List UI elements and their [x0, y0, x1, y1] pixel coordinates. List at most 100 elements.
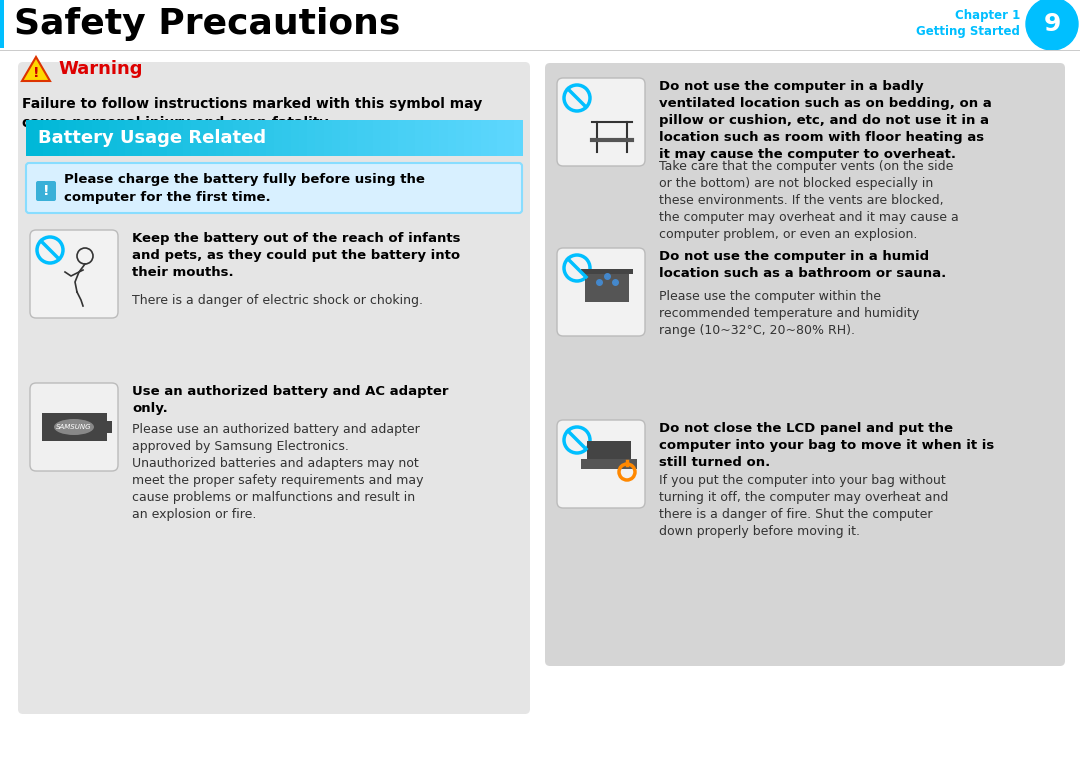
Bar	[175, 120, 184, 156]
Text: Use an authorized battery and AC adapter
only.: Use an authorized battery and AC adapter…	[132, 385, 448, 415]
Bar	[100, 120, 109, 156]
Bar	[481, 120, 489, 156]
Circle shape	[1026, 0, 1078, 50]
Bar	[207, 120, 217, 156]
Bar	[249, 120, 258, 156]
Bar	[67, 120, 77, 156]
Bar	[109, 120, 118, 156]
FancyBboxPatch shape	[36, 181, 56, 201]
Bar	[35, 120, 43, 156]
Bar	[191, 120, 201, 156]
Bar	[456, 120, 464, 156]
Bar	[307, 120, 316, 156]
Bar	[315, 120, 324, 156]
Bar	[92, 120, 102, 156]
FancyBboxPatch shape	[557, 248, 645, 336]
Text: Do not close the LCD panel and put the
computer into your bag to move it when it: Do not close the LCD panel and put the c…	[659, 422, 995, 469]
Text: Do not use the computer in a badly
ventilated location such as on bedding, on a
: Do not use the computer in a badly venti…	[659, 80, 991, 161]
Text: Warning: Warning	[58, 60, 143, 78]
Bar	[266, 120, 274, 156]
Bar	[332, 120, 341, 156]
Bar	[216, 120, 226, 156]
Text: Safety Precautions: Safety Precautions	[14, 7, 401, 41]
Bar	[59, 120, 68, 156]
Bar	[299, 120, 308, 156]
Bar	[26, 120, 35, 156]
Bar	[440, 120, 448, 156]
Bar	[349, 120, 357, 156]
FancyBboxPatch shape	[30, 230, 118, 318]
Bar	[117, 120, 126, 156]
FancyBboxPatch shape	[545, 63, 1065, 666]
Bar	[356, 120, 366, 156]
Text: Please use the computer within the
recommended temperature and humidity
range (1: Please use the computer within the recom…	[659, 290, 919, 337]
Bar	[381, 120, 391, 156]
Bar	[447, 120, 457, 156]
Bar	[291, 120, 299, 156]
Bar	[374, 120, 382, 156]
Bar	[42, 120, 52, 156]
FancyBboxPatch shape	[557, 78, 645, 166]
Text: SAMSUNG: SAMSUNG	[56, 424, 92, 430]
Bar	[340, 120, 349, 156]
Text: 9: 9	[1043, 12, 1061, 36]
Text: Failure to follow instructions marked with this symbol may
cause personal injury: Failure to follow instructions marked wi…	[22, 97, 483, 130]
Bar	[399, 120, 407, 156]
Text: Chapter 1: Chapter 1	[955, 9, 1020, 22]
Bar	[581, 269, 633, 274]
Bar	[365, 120, 374, 156]
Text: Keep the battery out of the reach of infants
and pets, as they could put the bat: Keep the battery out of the reach of inf…	[132, 232, 460, 279]
Bar	[514, 120, 523, 156]
Bar	[84, 120, 93, 156]
Bar	[497, 120, 507, 156]
Bar	[76, 120, 84, 156]
Bar	[225, 120, 233, 156]
Bar	[150, 120, 159, 156]
Text: Take care that the computer vents (on the side
or the bottom) are not blocked es: Take care that the computer vents (on th…	[659, 160, 959, 241]
Bar	[166, 120, 176, 156]
Bar	[505, 120, 514, 156]
Text: Do not use the computer in a humid
location such as a bathroom or sauna.: Do not use the computer in a humid locat…	[659, 250, 946, 280]
Bar	[489, 120, 498, 156]
Ellipse shape	[54, 419, 94, 435]
Bar	[472, 120, 482, 156]
Bar	[585, 274, 629, 302]
FancyBboxPatch shape	[26, 163, 522, 213]
Bar	[51, 120, 59, 156]
Bar	[141, 120, 151, 156]
Bar	[0, 50, 1080, 51]
Bar	[159, 120, 167, 156]
Bar	[274, 120, 283, 156]
Bar	[104, 421, 112, 433]
Bar	[431, 120, 441, 156]
Text: Battery Usage Related: Battery Usage Related	[38, 129, 266, 147]
Bar	[184, 120, 192, 156]
Text: !: !	[43, 184, 50, 198]
Bar	[464, 120, 473, 156]
Text: If you put the computer into your bag without
turning it off, the computer may o: If you put the computer into your bag wi…	[659, 474, 948, 538]
Bar	[125, 120, 134, 156]
Bar	[200, 120, 208, 156]
FancyBboxPatch shape	[30, 383, 118, 471]
Bar	[134, 120, 143, 156]
Bar	[415, 120, 423, 156]
Bar	[241, 120, 249, 156]
Text: Please charge the battery fully before using the
computer for the first time.: Please charge the battery fully before u…	[64, 172, 424, 204]
FancyBboxPatch shape	[18, 62, 530, 714]
Bar	[588, 441, 631, 459]
Bar	[324, 120, 333, 156]
Bar	[390, 120, 399, 156]
Bar	[42, 413, 107, 441]
Bar	[422, 120, 432, 156]
Text: Please use an authorized battery and adapter
approved by Samsung Electronics.
Un: Please use an authorized battery and ada…	[132, 423, 423, 521]
FancyBboxPatch shape	[557, 420, 645, 508]
Bar	[282, 120, 292, 156]
Bar	[581, 459, 637, 469]
Text: There is a danger of electric shock or choking.: There is a danger of electric shock or c…	[132, 294, 423, 307]
Polygon shape	[22, 57, 50, 81]
Text: Getting Started: Getting Started	[916, 25, 1020, 38]
Bar	[257, 120, 267, 156]
Bar	[232, 120, 242, 156]
Bar	[406, 120, 416, 156]
Bar	[0, 0, 4, 48]
